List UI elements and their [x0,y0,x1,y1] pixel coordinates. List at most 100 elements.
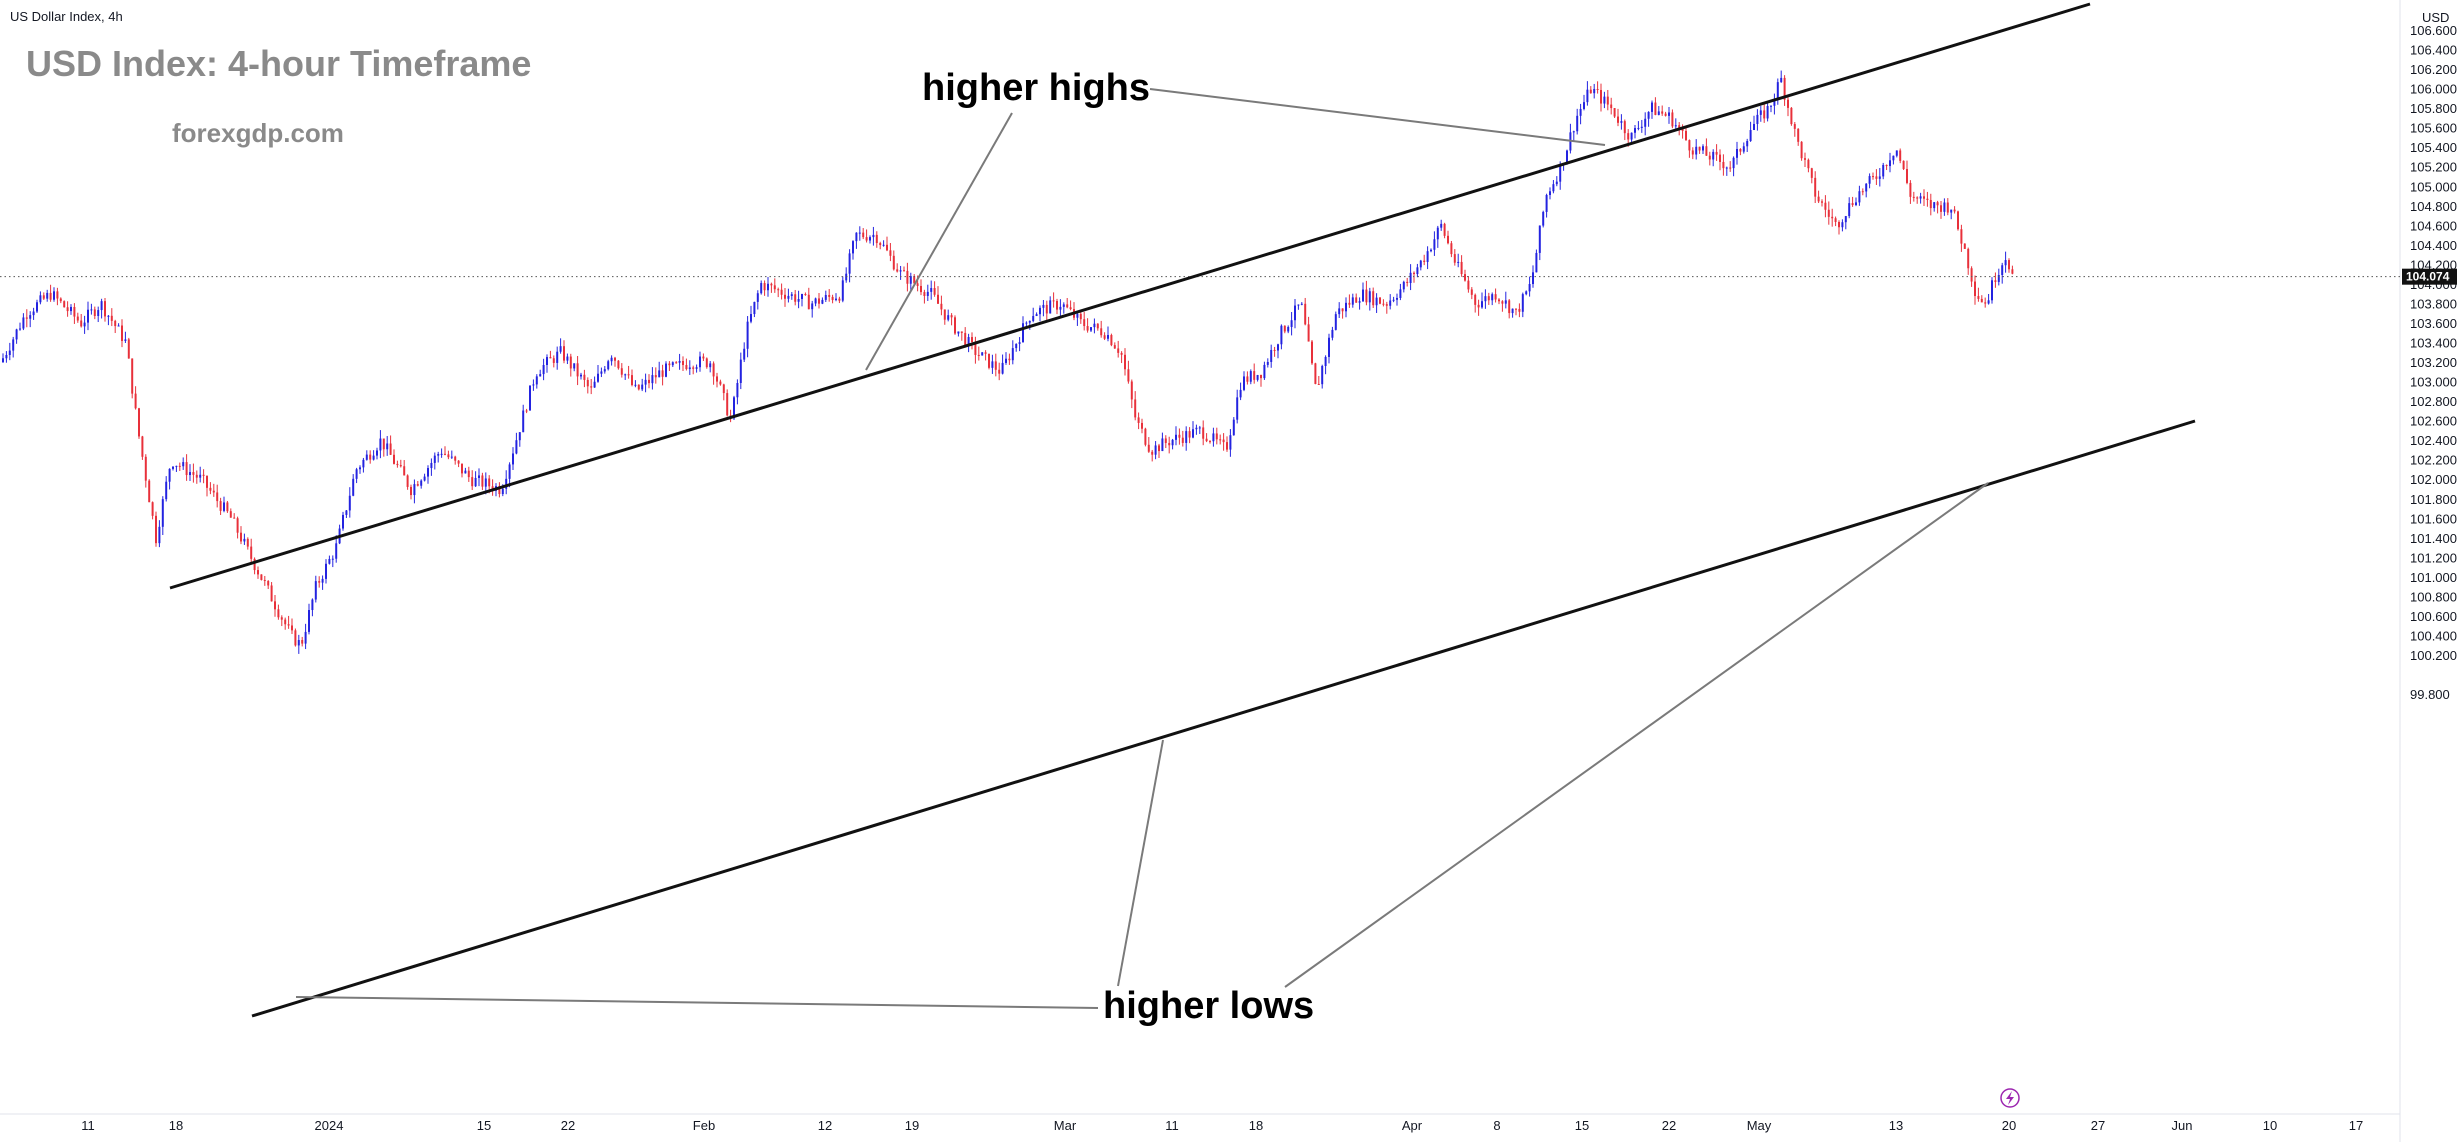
candle-body [280,617,283,620]
candle-body [631,375,633,386]
candle-body [716,376,718,382]
candle-body [223,502,225,511]
candle-body [780,289,783,295]
lightning-icon[interactable] [2000,1088,2020,1108]
candle-body [134,393,137,409]
candle-body [345,510,348,515]
candle-body [712,363,715,377]
candle-body [369,454,372,460]
candle-body [382,438,385,450]
candle-body [379,438,382,451]
candle-body [1708,155,1711,160]
candle-body [501,488,504,495]
candle-body [1035,314,1038,316]
candle-body [131,358,134,394]
candle-body [267,580,270,586]
candle-body [1430,249,1432,252]
candle-body [559,346,562,352]
candle-body [620,368,623,375]
candle-body [1066,304,1069,308]
candle-body [1545,194,1548,212]
candle-body [994,361,997,370]
price-tick-label: 105.000 [2410,179,2457,194]
candle-body [848,253,851,274]
candle-body [607,361,610,370]
candle-body [923,292,926,296]
time-tick-label: 22 [1662,1118,1676,1133]
price-tick-label: 103.400 [2410,336,2457,351]
candle-body [1090,327,1092,331]
candle-body [1515,308,1517,310]
upper-channel-line [169,2,2091,590]
candle-body [1365,289,1368,303]
candle-body [216,492,219,502]
candle-body [661,370,664,377]
candle-body [376,450,378,456]
candle-body [410,486,412,496]
price-tick-label: 102.000 [2410,472,2457,487]
candle-body [909,276,912,284]
candle-body [950,315,953,318]
candle-body [1283,325,1286,332]
candle-body [1719,154,1721,162]
candle-body [1287,326,1290,332]
candle-body [964,332,967,346]
candle-body [1263,364,1266,379]
candle-body [665,363,667,377]
candle-body [1634,128,1636,133]
candle-body [916,283,919,286]
candle-body [1280,325,1283,345]
candle-body [821,299,824,304]
candle-body [1773,99,1776,106]
candle-body [899,270,902,272]
candle-body [1620,121,1623,123]
candle-body [1984,302,1987,304]
candle-body [8,350,11,355]
candle-body [1895,150,1898,156]
candle-body [1957,211,1959,230]
candle-body [1586,89,1589,103]
candle-body [1946,202,1949,213]
candle-body [498,486,501,495]
candle-body [535,376,538,385]
candle-body [624,374,627,376]
candle-body [36,302,38,312]
price-tick-label: 105.200 [2410,160,2457,175]
price-tick-label: 103.200 [2410,355,2457,370]
candle-body [444,453,446,455]
candle-body [1606,96,1609,105]
candle-body [529,385,531,411]
time-axis[interactable]: 11 18 2024 15 22 Feb 12 19 Mar 11 18 Apr 8 15 22 May 13 2… [81,1118,2363,1133]
candle-body [1392,299,1395,301]
candle-body [1674,125,1677,127]
candle-body [1399,289,1402,298]
candle-body [1120,352,1123,355]
candle-body [600,371,603,374]
candle-body [1776,82,1779,100]
candle-body [1260,374,1262,379]
candle-body [1205,438,1208,442]
price-tick-label: 100.200 [2410,648,2457,663]
price-tick-label: 100.400 [2410,628,2457,643]
candle-body [831,296,834,301]
candle-body [1994,280,1997,282]
time-tick-label: 27 [2091,1118,2105,1133]
candle-body [797,299,800,302]
candle-body [835,298,837,301]
candle-body [1331,329,1334,338]
candle-body [682,361,684,366]
candle-body [1402,281,1405,290]
candle-body [1345,302,1347,312]
price-tick-label: 101.400 [2410,531,2457,546]
candle-body [1929,199,1932,209]
candle-body [814,298,817,304]
candle-body [1552,184,1555,192]
candle-body [1651,102,1653,112]
candle-body [1787,99,1789,108]
candle-body [974,341,977,355]
price-axis[interactable]: 106.600 106.400 106.200 106.000 105.800 105.6… [2410,23,2457,702]
price-tick-label: 104.200 [2410,257,2457,272]
candle-body [263,579,266,581]
candle-body [1824,202,1827,210]
